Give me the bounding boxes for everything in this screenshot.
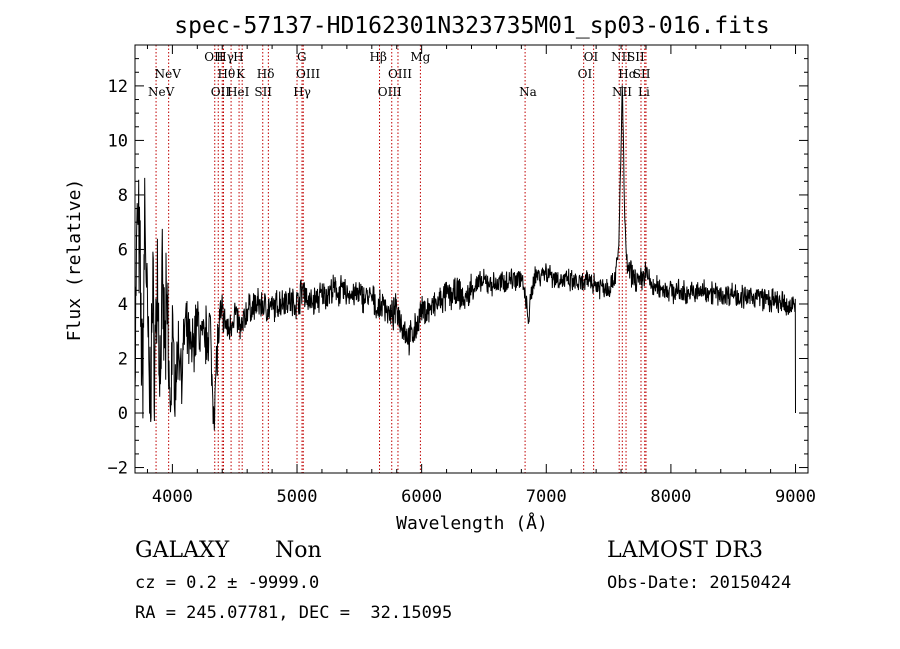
line-label-22: Hα xyxy=(618,67,637,81)
line-label-18: Na xyxy=(519,85,537,99)
line-label-26: Li xyxy=(638,85,650,99)
line-label-15: OIII xyxy=(378,85,402,99)
chart-title: spec-57137-HD162301N323735M01_sp03-016.f… xyxy=(174,13,769,39)
line-label-11: G xyxy=(297,50,307,64)
line-label-4: Hγ xyxy=(216,50,234,64)
emission-line-markers xyxy=(155,45,647,473)
x-tick-label: 5000 xyxy=(277,487,318,507)
line-label-9: Hδ xyxy=(257,67,275,81)
y-tick-label: 6 xyxy=(118,240,128,260)
x-tick-label: 7000 xyxy=(526,487,567,507)
line-label-3: OII xyxy=(204,50,224,64)
plot-frame xyxy=(134,44,809,474)
spectrum-chart: spec-57137-HD162301N323735M01_sp03-016.f… xyxy=(64,13,816,534)
line-label-0: NeV xyxy=(148,85,175,99)
line-label-12: OIII xyxy=(296,67,320,81)
line-label-25: SII xyxy=(633,67,651,81)
line-label-10: SII xyxy=(254,85,272,99)
line-label-5: Hθ xyxy=(217,67,235,81)
line-label-8: K xyxy=(236,67,246,81)
y-tick-label: 0 xyxy=(118,404,128,424)
line-label-7: H xyxy=(233,50,243,64)
y-tick-label: 8 xyxy=(118,186,128,206)
line-label-6: HeI xyxy=(227,85,250,99)
y-tick-label: 4 xyxy=(118,295,128,315)
line-label-21: NII xyxy=(611,50,631,64)
line-label-13: Hγ xyxy=(293,85,311,99)
line-label-20: OI xyxy=(584,50,599,64)
x-tick-label: 8000 xyxy=(650,487,691,507)
line-label-24: SII xyxy=(627,50,645,64)
observation-date: Obs-Date: 20150424 xyxy=(607,573,792,593)
x-tick-label: 4000 xyxy=(152,487,193,507)
redshift-readout: cz = 0.2 ± -9999.0 xyxy=(135,573,320,593)
y-axis: −2 0 2 4 6 8 10 12 xyxy=(108,58,808,479)
y-axis-label: Flux (relative) xyxy=(64,179,85,342)
y-tick-label: −2 xyxy=(108,459,128,479)
object-class: GALAXY xyxy=(135,538,230,563)
spectrum-line xyxy=(134,85,796,431)
x-tick-label: 9000 xyxy=(775,487,816,507)
line-label-19: OI xyxy=(578,67,593,81)
object-subclass: Non xyxy=(275,538,322,563)
y-tick-label: 2 xyxy=(118,350,128,370)
survey-name: LAMOST DR3 xyxy=(607,538,763,563)
line-label-2: OII xyxy=(211,85,231,99)
x-axis-label: Wavelength (Å) xyxy=(396,512,548,534)
x-tick-label: 6000 xyxy=(401,487,442,507)
y-tick-label: 10 xyxy=(108,131,128,151)
line-label-17: Mg xyxy=(410,50,430,64)
line-label-16: OIII xyxy=(388,67,412,81)
line-label-14: Hβ xyxy=(370,50,387,64)
y-tick-label: 12 xyxy=(108,77,128,97)
x-axis: 4000 5000 6000 7000 8000 9000 xyxy=(146,45,816,507)
coordinates-readout: RA = 245.07781, DEC = 32.15095 xyxy=(135,603,453,623)
spectrum-series xyxy=(134,85,796,431)
line-label-1: NeV xyxy=(155,67,182,81)
